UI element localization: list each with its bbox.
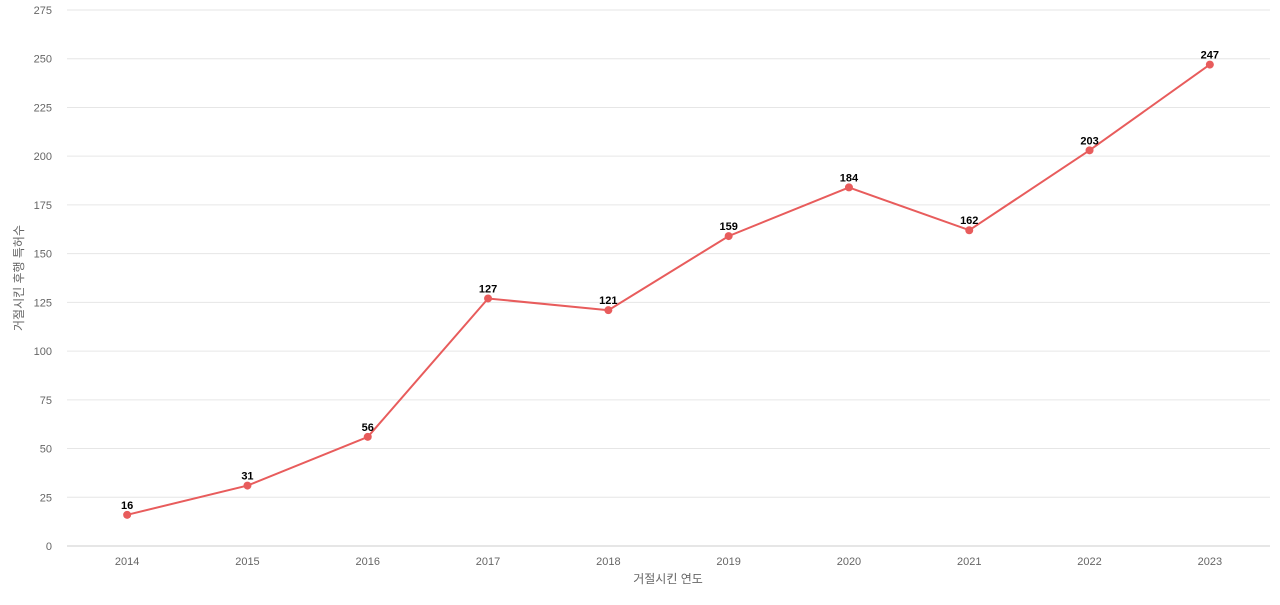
data-label: 162 <box>960 215 978 227</box>
x-tick-label: 2020 <box>837 556 861 568</box>
x-tick-label: 2019 <box>716 556 740 568</box>
y-tick-label: 0 <box>46 541 52 553</box>
x-tick-label: 2016 <box>356 556 380 568</box>
x-tick-label: 2014 <box>115 556 139 568</box>
data-label: 16 <box>121 500 133 512</box>
data-point <box>844 183 853 192</box>
data-label: 184 <box>840 172 859 184</box>
x-tick-label: 2021 <box>957 556 981 568</box>
data-label: 56 <box>362 422 374 434</box>
data-point <box>363 432 372 441</box>
data-point <box>1205 60 1214 69</box>
x-tick-label: 2018 <box>596 556 620 568</box>
y-tick-label: 225 <box>34 102 52 114</box>
data-point <box>604 306 613 315</box>
data-points <box>123 60 1214 519</box>
grid-layer <box>67 9 1270 547</box>
data-label: 247 <box>1201 50 1219 62</box>
y-tick-labels: 0 25 50 75 100 125 150 175 200 225 250 275 <box>34 5 52 553</box>
y-tick-label: 75 <box>40 395 52 407</box>
x-tick-labels: 2014 2015 2016 2017 2018 2019 2020 2021 2022 2023 <box>115 556 1222 568</box>
data-labels: 16 31 56 127 121 159 184 162 203 247 <box>121 50 1219 512</box>
y-tick-label: 100 <box>34 346 52 358</box>
data-point <box>484 294 493 303</box>
data-label: 127 <box>479 283 497 295</box>
y-tick-label: 50 <box>40 444 52 456</box>
data-label: 159 <box>719 221 737 233</box>
series-line <box>126 63 1211 516</box>
y-tick-label: 25 <box>40 492 52 504</box>
data-point <box>243 481 252 490</box>
data-point <box>123 510 132 519</box>
y-tick-label: 275 <box>34 5 52 17</box>
y-tick-label: 200 <box>34 151 52 163</box>
y-tick-label: 150 <box>34 249 52 261</box>
data-point <box>1085 146 1094 155</box>
x-axis-title: 거절시킨 연도 <box>633 572 703 586</box>
x-tick-label: 2017 <box>476 556 500 568</box>
data-label: 203 <box>1080 135 1098 147</box>
data-label: 121 <box>599 295 617 307</box>
y-tick-label: 175 <box>34 200 52 212</box>
x-tick-label: 2023 <box>1198 556 1222 568</box>
x-tick-label: 2015 <box>235 556 259 568</box>
data-point <box>965 226 974 235</box>
y-tick-label: 125 <box>34 297 52 309</box>
y-axis-title: 거절시킨 후행 특허수 <box>11 225 26 331</box>
x-tick-label: 2022 <box>1077 556 1101 568</box>
data-point <box>724 232 733 241</box>
data-label: 31 <box>241 471 253 483</box>
y-tick-label: 250 <box>34 54 52 66</box>
